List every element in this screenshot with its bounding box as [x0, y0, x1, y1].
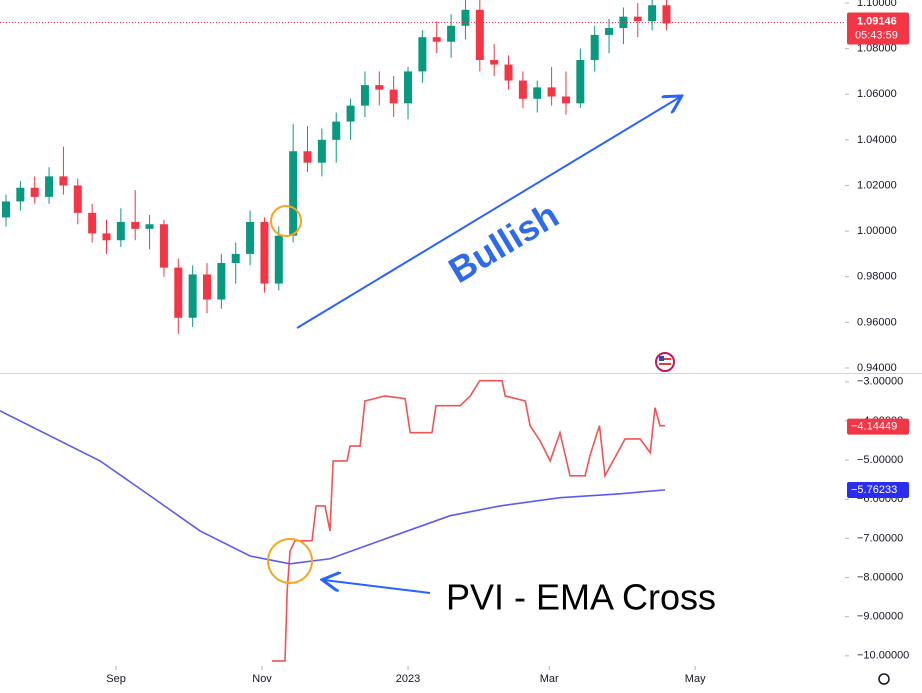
candle-body: [590, 34, 599, 60]
candle-body: [102, 233, 111, 241]
candle-body: [317, 139, 326, 163]
last-value-label: −5.76233: [851, 484, 897, 496]
candle-body: [203, 274, 212, 300]
candle-body: [605, 28, 614, 35]
indicator-line: [272, 379, 666, 662]
x-tick-label: Mar: [540, 673, 559, 685]
candle-body: [619, 16, 628, 29]
x-tick-label: May: [685, 673, 706, 685]
candle-body: [404, 71, 413, 104]
y-tick-label: 1.02000: [857, 179, 897, 191]
candle-body: [633, 16, 642, 22]
y-tick-label: −9.00000: [857, 611, 903, 623]
candle-body: [88, 212, 97, 234]
candle-body: [174, 267, 183, 318]
candle-body: [1, 201, 10, 218]
x-tick-label: Sep: [106, 673, 126, 685]
candle-body: [518, 80, 527, 99]
y-tick-label: 1.00000: [857, 225, 897, 237]
y-tick-label: 0.94000: [857, 362, 897, 374]
cross-arrow: [324, 580, 431, 594]
candle-body: [461, 9, 470, 26]
trend-arrow: [296, 97, 680, 329]
candle-body: [217, 263, 226, 300]
indicator-line: [0, 410, 666, 565]
x-tick-label: 2023: [396, 673, 420, 685]
candle-body: [547, 87, 556, 97]
y-tick-label: 1.04000: [857, 134, 897, 146]
highlight-circle: [270, 205, 302, 237]
candle-body: [59, 176, 68, 186]
candle-body: [246, 221, 255, 254]
candle-body: [432, 37, 441, 42]
flag-icon: [655, 352, 675, 372]
candle-body: [116, 221, 125, 241]
last-value-box: [847, 481, 909, 498]
candle-body: [533, 87, 542, 99]
axes: 0.94000 0.96000 0.98000 1.00000 1.02000 1.040…: [106, 0, 909, 685]
y-tick-label: −3.00000: [857, 376, 903, 388]
y-tick-label: 1.06000: [857, 88, 897, 100]
candle-body: [360, 85, 369, 106]
candle-body: [375, 85, 384, 90]
candle-body: [504, 64, 513, 81]
candle-body: [159, 224, 168, 268]
candle-body: [145, 224, 154, 229]
candle-body: [289, 151, 298, 236]
y-tick-label: 1.10000: [857, 0, 897, 9]
y-tick-label: −10.00000: [857, 650, 909, 662]
last-price-box: [847, 12, 909, 45]
y-tick-label: −7.00000: [857, 532, 903, 544]
candle-body: [490, 59, 499, 65]
last-value-label: −4.14449: [851, 421, 897, 433]
candle-body: [73, 185, 82, 213]
x-tick-label: Nov: [252, 673, 272, 685]
candle-body: [332, 121, 341, 140]
candle-body: [303, 151, 312, 163]
candle-body: [389, 89, 398, 104]
candle-body: [16, 187, 25, 202]
candle-body: [576, 59, 585, 104]
candle-body: [131, 221, 140, 229]
candle-body: [188, 274, 197, 318]
candle-body: [30, 187, 39, 197]
candle-body: [418, 37, 427, 72]
y-tick-label: 0.96000: [857, 316, 897, 328]
indicator-pane: [0, 379, 666, 662]
y-tick-label: −5.00000: [857, 454, 903, 466]
candle-body: [648, 5, 657, 22]
last-value-box: [847, 418, 909, 435]
y-tick-label: 1.08000: [857, 42, 897, 54]
highlight-circle: [267, 538, 313, 584]
candle-body: [475, 9, 484, 60]
candle-body: [447, 25, 456, 42]
candle-body: [231, 253, 240, 264]
candle-body: [260, 221, 269, 284]
candle-body: [561, 96, 570, 104]
candle-body: [45, 176, 54, 197]
candle-body: [662, 5, 671, 24]
y-tick-label: 0.98000: [857, 271, 897, 283]
candle-body: [274, 235, 283, 284]
y-tick-label: −8.00000: [857, 571, 903, 583]
cross-label: PVI - EMA Cross: [446, 577, 716, 618]
countdown-label: 05:43:59: [855, 29, 898, 41]
candle-body: [346, 105, 355, 122]
last-price-label: 1.09146: [857, 15, 897, 27]
price-pane: [0, 0, 845, 334]
settings-icon[interactable]: [878, 673, 890, 685]
